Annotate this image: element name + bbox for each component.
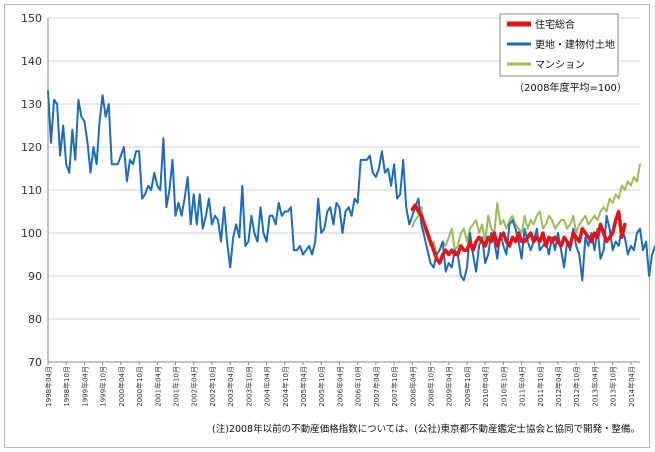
x-tick-label: 2003年04月 xyxy=(226,366,235,407)
x-tick-label: 2006年10月 xyxy=(354,366,363,407)
y-tick-label: 70 xyxy=(28,356,42,369)
x-tick-label: 2009年04月 xyxy=(445,366,454,407)
y-tick-label: 130 xyxy=(21,98,42,111)
x-axis-ticks: 1998年04月 1998年10月 1999年04月 1999年10月 2000年04月… xyxy=(44,362,636,407)
y-tick-label: 120 xyxy=(21,141,42,154)
y-tick-label: 100 xyxy=(21,227,42,240)
legend-note: （2008年度平均=100） xyxy=(514,81,627,94)
x-tick-label: 2004年04月 xyxy=(263,366,272,407)
y-tick-label: 90 xyxy=(28,270,42,283)
x-tick-label: 2007年10月 xyxy=(390,366,399,407)
x-tick-label: 2009年10月 xyxy=(463,366,472,407)
y-axis-ticks: 70 80 90 100 110 120 130 140 150 xyxy=(21,12,42,369)
x-tick-label: 2013年10月 xyxy=(609,366,618,407)
x-tick-label: 2002年10月 xyxy=(208,366,217,407)
legend-label-condominium: マンション xyxy=(535,60,585,71)
x-tick-label: 2007年04月 xyxy=(372,366,381,407)
x-tick-label: 2000年04月 xyxy=(117,366,126,407)
x-tick-label: 2003年10月 xyxy=(244,366,253,407)
y-tick-label: 140 xyxy=(21,55,42,68)
x-tick-label: 2004年10月 xyxy=(281,366,290,407)
series-line-land xyxy=(47,90,655,282)
x-tick-label: 2008年04月 xyxy=(408,366,417,407)
series-line-housing-total xyxy=(410,203,627,265)
x-tick-label: 1999年04月 xyxy=(80,366,89,407)
x-tick-label: 2011年04月 xyxy=(518,366,527,407)
footnote: (注)2008年以前の不動産価格指数については、(公社)東京都不動産鑑定士協会と… xyxy=(212,423,640,435)
y-tick-label: 80 xyxy=(28,313,42,326)
x-tick-label: 1998年10月 xyxy=(62,366,71,407)
x-tick-label: 2010年04月 xyxy=(481,366,490,407)
series-line-condominium xyxy=(411,163,641,256)
x-tick-label: 2001年04月 xyxy=(153,366,162,407)
legend-label-land: 更地・建物付土地 xyxy=(535,38,615,51)
x-tick-label: 2005年10月 xyxy=(317,366,326,407)
series-lines xyxy=(47,90,655,282)
y-tick-label: 110 xyxy=(21,184,42,197)
legend: 住宅総合 更地・建物付土地 マンション （2008年度平均=100） xyxy=(499,13,627,94)
chart-frame xyxy=(4,4,650,448)
x-tick-label: 2006年04月 xyxy=(335,366,344,407)
x-tick-label: 2005年04月 xyxy=(299,366,308,407)
x-tick-label: 2013年04月 xyxy=(590,366,599,407)
x-tick-label: 2000年10月 xyxy=(135,366,144,407)
y-tick-label: 150 xyxy=(21,12,42,25)
x-tick-label: 1998年04月 xyxy=(44,366,53,407)
x-tick-label: 2008年10月 xyxy=(427,366,436,407)
x-tick-label: 2014年04月 xyxy=(627,366,636,407)
x-tick-label: 2002年04月 xyxy=(190,366,199,407)
x-tick-label: 2001年10月 xyxy=(172,366,181,407)
legend-label-housing-total: 住宅総合 xyxy=(535,18,575,31)
x-tick-label: 2010年10月 xyxy=(499,366,508,407)
x-tick-label: 2012年10月 xyxy=(572,366,581,407)
x-tick-label: 2012年04月 xyxy=(554,366,563,407)
x-tick-label: 1999年10月 xyxy=(99,366,108,407)
x-tick-label: 2011年10月 xyxy=(536,366,545,407)
